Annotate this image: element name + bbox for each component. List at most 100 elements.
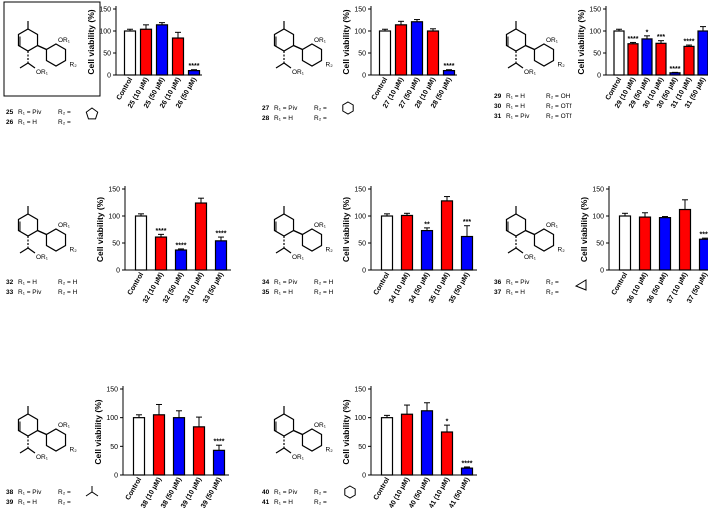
compound-number: 25 (6, 109, 14, 116)
compound-number: 30 (494, 103, 502, 110)
y-tick-label: 100 (354, 415, 366, 422)
category-label: 39 (50 μM) (200, 477, 223, 510)
bar (132, 417, 146, 476)
compound-number: 40 (262, 489, 270, 496)
category-label: Control (127, 271, 146, 296)
bar (697, 30, 708, 76)
category-label: 36 (10 μM) (626, 272, 649, 305)
bar (426, 30, 440, 76)
r2-label: R₂ (70, 447, 78, 454)
r1-assignment: R₁ = Piv (18, 489, 42, 496)
r1-assignment: R₁ = H (18, 499, 37, 506)
bar (658, 217, 672, 271)
bar (187, 69, 201, 76)
r2-assignment: R₂ = (314, 499, 327, 506)
category-label: 32 (50 μM) (162, 272, 185, 305)
or1-label: OR₁ (36, 454, 49, 461)
y-axis-label: Cell viability (%) (579, 197, 589, 262)
category-label: 38 (10 μM) (140, 477, 163, 510)
bar (171, 37, 185, 76)
significance-label: **** (684, 39, 695, 46)
phenyl-ring (342, 101, 354, 115)
significance-label: * (446, 419, 449, 426)
y-tick-label: 150 (354, 387, 366, 394)
significance-label: **** (156, 228, 167, 235)
category-label: 40 (50 μM) (408, 477, 431, 510)
y-tick-label: 150 (354, 7, 366, 14)
compound-number: 33 (6, 289, 14, 296)
or1-label: OR₁ (58, 422, 71, 429)
significance-label: **** (700, 232, 708, 239)
or1-label: OR₁ (314, 222, 327, 229)
y-axis-label: Cell viability (%) (341, 9, 351, 74)
y-tick-label: 150 (99, 7, 111, 14)
y-tick-label: 50 (358, 444, 366, 451)
r2-label: R₂ (70, 247, 78, 254)
substituent-cyclopentyl-icon (85, 107, 99, 120)
aryl-ring (533, 228, 555, 252)
y-axis-label: Cell viability (%) (95, 197, 105, 262)
y-tick-label: 100 (99, 29, 111, 36)
substituent-tert-butyl-icon (85, 486, 99, 497)
y-axis-label: Cell viability (%) (341, 399, 351, 464)
r1-assignment: R₁ = Piv (18, 109, 42, 116)
category-label: 36 (50 μM) (646, 272, 669, 305)
y-tick-label: 0 (362, 73, 366, 80)
r1-assignment: R₁ = H (274, 289, 293, 296)
structure-25-26: OR₁ OR₁ R₂ 25 R₁ = Piv R₂ = 26 R₁ = H R₂ = (3, 1, 101, 126)
y-tick-label: 0 (362, 268, 366, 275)
category-label: 35 (50 μM) (448, 272, 471, 305)
r2-label: R₂ (326, 62, 334, 69)
bar (172, 417, 186, 476)
aryl-bond (525, 44, 535, 51)
aryl-bond (293, 229, 303, 236)
r2-label: R₂ (558, 62, 566, 69)
compound-number: 41 (262, 499, 270, 506)
significance-label: **** (462, 460, 473, 467)
cyclohexyl-ring (344, 485, 356, 499)
y-tick-label: 0 (597, 73, 601, 80)
or1-label: OR₁ (524, 254, 537, 261)
aryl-bond (37, 429, 47, 436)
r2-assignment: R₂ = (58, 489, 71, 496)
significance-label: ** (424, 221, 430, 228)
bar (683, 45, 695, 76)
or1-label: OR₁ (292, 454, 305, 461)
bar (460, 235, 474, 271)
category-label: 37 (10 μM) (666, 272, 689, 305)
compound-number: 31 (494, 113, 502, 120)
structure-34-35: OR₁ OR₁ R₂ 34 R₁ = Piv R₂ = H 35 R₁ = H R₂ = H (262, 206, 334, 296)
y-tick-label: 100 (354, 214, 366, 221)
bar (613, 30, 625, 76)
category-label: 39 (10 μM) (180, 477, 203, 510)
y-axis-label: Cell viability (%) (86, 9, 96, 74)
or1-label: OR₁ (58, 222, 71, 229)
category-label: 41 (50 μM) (448, 477, 471, 510)
vinyl-bond (275, 447, 285, 454)
cyclohexene-ring (17, 213, 39, 237)
category-label: 41 (10 μM) (428, 477, 451, 510)
category-label: 34 (10 μM) (388, 272, 411, 305)
significance-label: **** (444, 63, 455, 70)
r2-assignment: R₂ = OTf (546, 103, 572, 110)
highlight-box (3, 1, 101, 97)
y-tick-label: 150 (106, 387, 118, 394)
r1-assignment: R₁ = H (274, 115, 293, 122)
aryl-bond (293, 44, 303, 51)
significance-label: * (646, 29, 649, 36)
substituent-cyclopropyl-icon (574, 279, 587, 291)
r2-assignment: R₂ = (58, 499, 71, 506)
aryl-ring (45, 228, 67, 252)
vinyl-bond (275, 247, 285, 254)
r1-assignment: R₁ = Piv (506, 279, 530, 286)
r2-assignment: R₂ = (314, 105, 327, 112)
bar (378, 30, 392, 76)
bar (152, 414, 166, 476)
vinyl-bond (507, 62, 517, 69)
category-label: 37 (50 μM) (686, 272, 708, 305)
significance-label: **** (176, 242, 187, 249)
